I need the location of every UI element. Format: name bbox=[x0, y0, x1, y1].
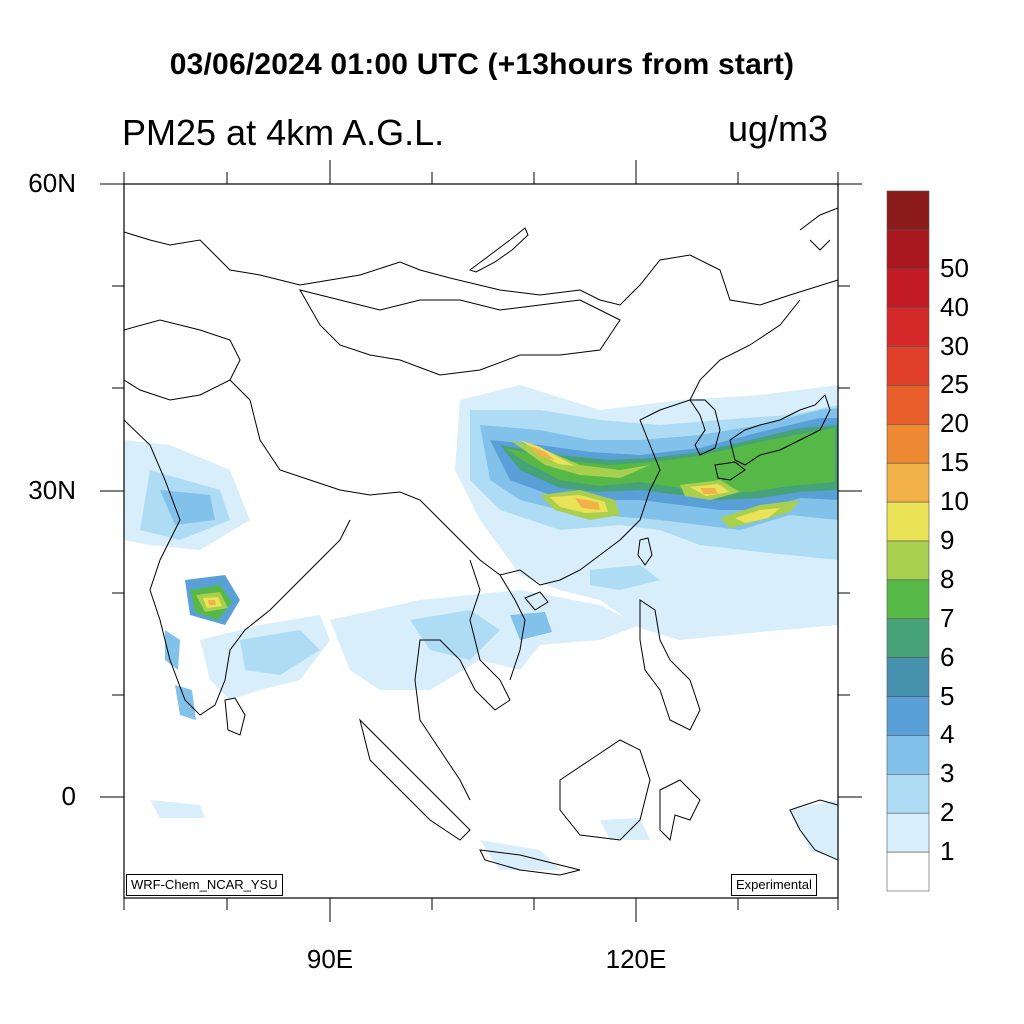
lat-label-0: 0 bbox=[61, 781, 76, 811]
variable-label: PM25 at 4km A.G.L. bbox=[122, 112, 445, 153]
lon-label-120e: 120E bbox=[605, 944, 667, 974]
colorbar-tick-label: 9 bbox=[940, 525, 955, 555]
colorbar-box bbox=[886, 735, 930, 775]
colorbar-box bbox=[886, 462, 930, 503]
map-title: 03/06/2024 01:00 UTC (+13hours from star… bbox=[169, 48, 795, 81]
colorbar-box bbox=[886, 190, 930, 231]
colorbar-tick-label: 50 bbox=[940, 252, 969, 283]
colorbar-tick-label: 30 bbox=[940, 330, 969, 361]
colorbar-tick-label: 2 bbox=[940, 797, 955, 828]
colorbar-tick-label: 20 bbox=[940, 408, 969, 439]
units-label: ug/m3 bbox=[728, 108, 829, 149]
colorbar-box bbox=[886, 229, 930, 270]
experimental-tag: Experimental bbox=[731, 874, 817, 896]
colorbar-tick-label: 1 bbox=[940, 836, 955, 867]
colorbar-box bbox=[886, 851, 930, 892]
tick-marks bbox=[100, 160, 862, 922]
colorbar-box bbox=[886, 385, 930, 425]
coastlines bbox=[124, 207, 838, 876]
colorbar-box bbox=[886, 657, 930, 697]
colorbar bbox=[886, 190, 930, 892]
colorbar-box bbox=[886, 696, 930, 736]
colorbar-tick-label: 10 bbox=[940, 486, 969, 517]
colorbar-box bbox=[886, 268, 930, 308]
lat-label-60n: 60N bbox=[28, 168, 76, 198]
lon-label-90e: 90E bbox=[306, 944, 354, 974]
colorbar-tick-label: 4 bbox=[940, 719, 955, 750]
colorbar-tick-label: 40 bbox=[940, 291, 969, 322]
pm25-field bbox=[124, 385, 838, 870]
colorbar-tick-label: 8 bbox=[940, 563, 955, 594]
colorbar-box bbox=[886, 346, 930, 386]
colorbar-box bbox=[886, 540, 930, 581]
colorbar-tick-label: 3 bbox=[940, 758, 955, 789]
colorbar-box bbox=[886, 774, 930, 814]
colorbar-box bbox=[886, 579, 930, 620]
colorbar-tick-label: 5 bbox=[940, 680, 955, 711]
colorbar-box bbox=[886, 424, 930, 464]
lat-label-30n: 30N bbox=[28, 475, 76, 505]
colorbar-box bbox=[886, 501, 930, 542]
map-frame bbox=[123, 183, 839, 899]
colorbar-tick-label: 7 bbox=[940, 602, 955, 633]
colorbar-box bbox=[886, 307, 930, 347]
colorbar-box bbox=[886, 812, 930, 853]
colorbar-tick-label: 6 bbox=[940, 641, 955, 672]
colorbar-tick-label: 25 bbox=[940, 369, 969, 400]
model-tag: WRF-Chem_NCAR_YSU bbox=[126, 874, 283, 896]
colorbar-tick-label: 15 bbox=[940, 447, 969, 478]
colorbar-box bbox=[886, 618, 930, 658]
